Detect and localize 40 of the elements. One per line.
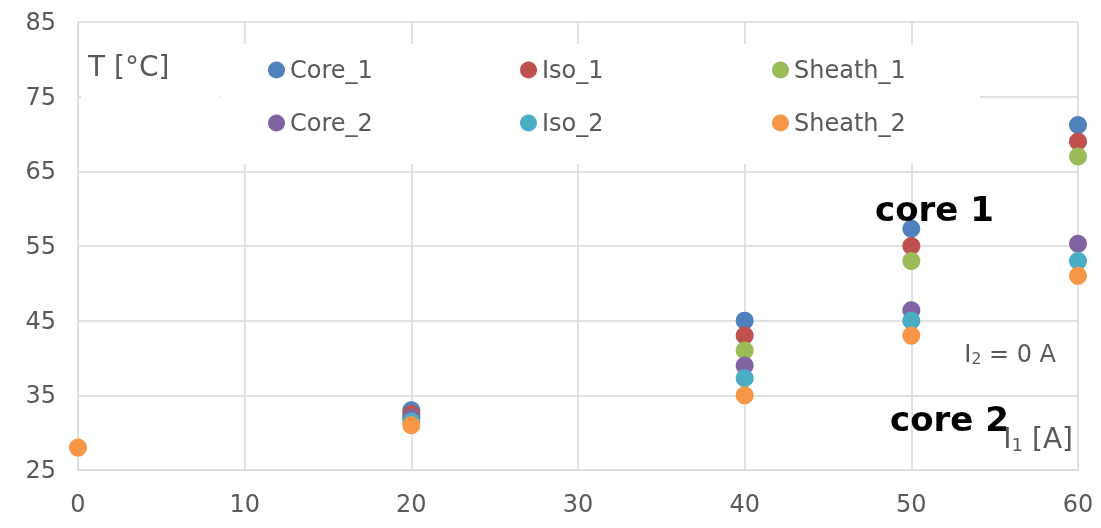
y-tick-label: 45 bbox=[25, 306, 56, 335]
point bbox=[735, 341, 754, 360]
point bbox=[1069, 234, 1087, 253]
point bbox=[402, 416, 421, 435]
y-tick-label: 65 bbox=[25, 157, 56, 186]
legend-label: Sheath_1 bbox=[794, 56, 906, 84]
x-tick-label: 0 bbox=[70, 490, 86, 518]
x-tick-label: 20 bbox=[396, 490, 427, 518]
point bbox=[735, 369, 754, 388]
x-tick-label: 30 bbox=[562, 490, 594, 518]
point bbox=[735, 386, 754, 405]
y-axis-title: T [°C] bbox=[87, 49, 170, 83]
point bbox=[69, 438, 87, 457]
point bbox=[1069, 266, 1087, 285]
y-tick-label: 25 bbox=[25, 456, 56, 484]
legend-label: Iso_1 bbox=[542, 56, 604, 84]
legend-label: Iso_2 bbox=[542, 109, 604, 137]
point bbox=[1069, 132, 1087, 151]
point bbox=[735, 311, 754, 330]
legend-label: Core_1 bbox=[290, 56, 373, 84]
point bbox=[1069, 147, 1087, 166]
legend-label: Sheath_2 bbox=[794, 109, 906, 137]
annotation: I2 = 0 A bbox=[964, 340, 1057, 369]
y-tick-label: 35 bbox=[25, 381, 56, 410]
x-tick-label: 40 bbox=[729, 490, 760, 518]
point bbox=[902, 251, 921, 270]
y-tick-label: 75 bbox=[25, 82, 56, 111]
x-tick-label: 50 bbox=[896, 490, 927, 518]
point bbox=[1069, 116, 1087, 135]
point bbox=[902, 326, 921, 345]
legend-label: Core_2 bbox=[290, 109, 373, 137]
point bbox=[902, 237, 921, 255]
y-tick-label: 55 bbox=[25, 232, 56, 260]
annotation: core 1 bbox=[875, 189, 994, 229]
x-tick-label: 60 bbox=[1062, 490, 1094, 518]
point bbox=[735, 326, 754, 345]
y-tick-label: 85 bbox=[25, 8, 56, 36]
point bbox=[902, 311, 921, 330]
point bbox=[1069, 251, 1087, 270]
x-tick-label: 10 bbox=[229, 490, 260, 518]
